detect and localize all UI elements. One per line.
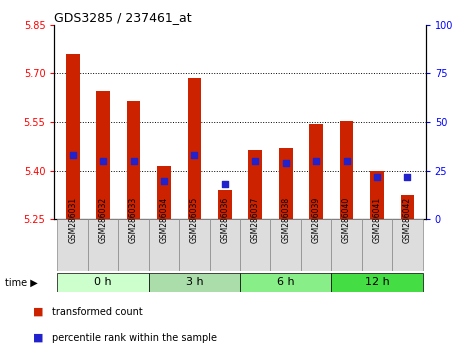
Text: GSM286032: GSM286032 [98, 196, 107, 242]
Bar [149, 219, 179, 271]
Bar [392, 219, 423, 271]
Bar [149, 273, 240, 292]
Bar [88, 219, 118, 271]
Bar [370, 171, 384, 219]
Text: 3 h: 3 h [185, 277, 203, 287]
Text: time ▶: time ▶ [5, 277, 37, 287]
Point [282, 160, 289, 166]
Text: GSM286036: GSM286036 [220, 196, 229, 242]
Bar [57, 273, 149, 292]
Text: GSM286031: GSM286031 [68, 196, 77, 242]
Text: GSM286037: GSM286037 [251, 196, 260, 242]
Point [130, 158, 137, 164]
Text: GSM286034: GSM286034 [159, 196, 168, 242]
Text: ■: ■ [33, 333, 44, 343]
Bar [271, 219, 301, 271]
Bar [309, 124, 323, 219]
Text: GSM286040: GSM286040 [342, 196, 351, 242]
Bar [188, 78, 201, 219]
Bar [248, 150, 262, 219]
Bar [362, 219, 392, 271]
Text: 12 h: 12 h [365, 277, 389, 287]
Text: 6 h: 6 h [277, 277, 295, 287]
Text: GSM286038: GSM286038 [281, 196, 290, 242]
Bar [218, 190, 232, 219]
Text: GSM286039: GSM286039 [312, 196, 321, 242]
Text: GDS3285 / 237461_at: GDS3285 / 237461_at [54, 11, 192, 24]
Bar [240, 273, 332, 292]
Bar [210, 219, 240, 271]
Bar [401, 195, 414, 219]
Text: GSM286033: GSM286033 [129, 196, 138, 242]
Bar [332, 273, 423, 292]
Bar [96, 91, 110, 219]
Point [373, 174, 381, 179]
Bar [340, 120, 353, 219]
Point [69, 153, 77, 158]
Bar [127, 101, 140, 219]
Point [221, 182, 228, 187]
Bar [57, 219, 88, 271]
Point [160, 178, 168, 183]
Bar [240, 219, 271, 271]
Text: percentile rank within the sample: percentile rank within the sample [52, 333, 217, 343]
Point [99, 158, 107, 164]
Bar [157, 166, 171, 219]
Point [312, 158, 320, 164]
Text: GSM286035: GSM286035 [190, 196, 199, 242]
Point [343, 158, 350, 164]
Text: GSM286042: GSM286042 [403, 196, 412, 242]
Bar [118, 219, 149, 271]
Text: 0 h: 0 h [94, 277, 112, 287]
Point [403, 174, 411, 179]
Text: ■: ■ [33, 307, 44, 316]
Bar [66, 54, 79, 219]
Bar [179, 219, 210, 271]
Point [252, 158, 259, 164]
Bar [332, 219, 362, 271]
Bar [301, 219, 332, 271]
Text: GSM286041: GSM286041 [373, 196, 382, 242]
Point [191, 153, 198, 158]
Text: transformed count: transformed count [52, 307, 143, 316]
Bar [279, 148, 292, 219]
